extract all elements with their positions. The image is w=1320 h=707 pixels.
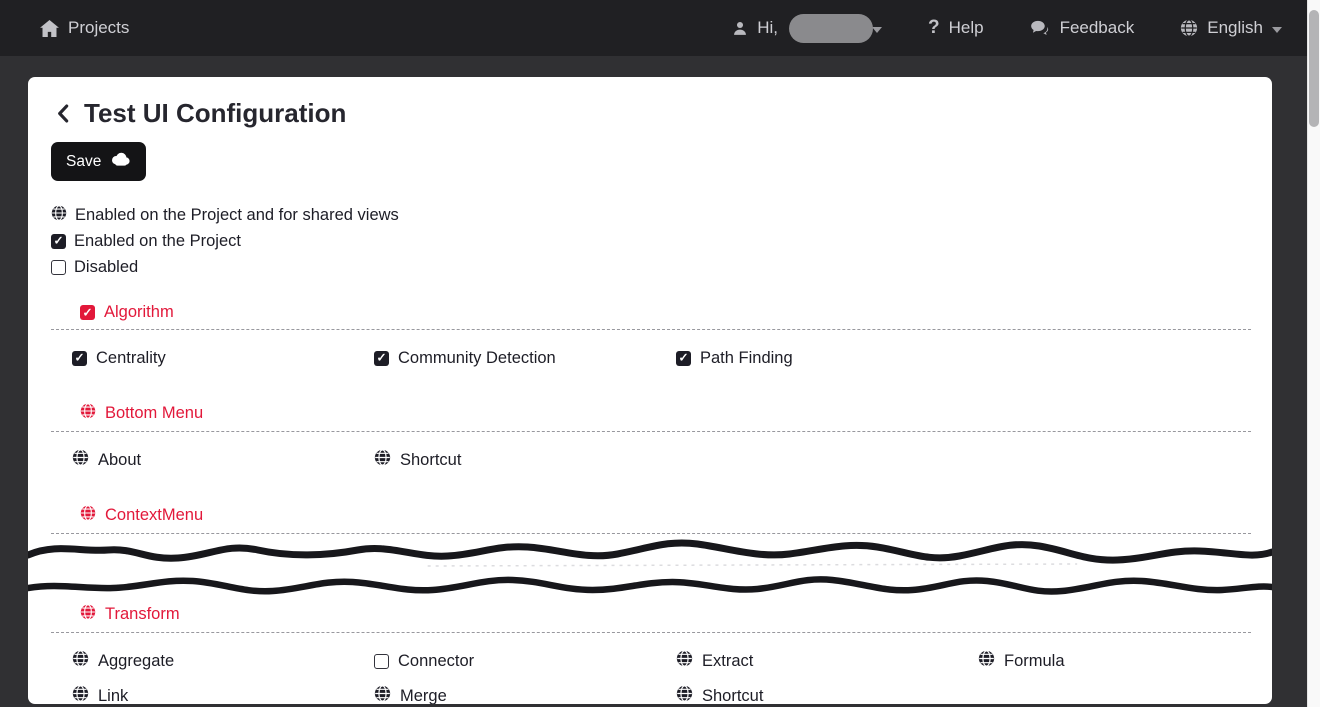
item-label: Community Detection — [398, 348, 556, 367]
item-aggregate[interactable]: Aggregate — [72, 650, 374, 672]
dashed-separator — [51, 431, 1251, 432]
section-items: About Shortcut — [28, 449, 1272, 471]
dashed-separator — [51, 632, 1251, 633]
section-title: Algorithm — [104, 303, 174, 321]
globe-icon[interactable] — [374, 685, 391, 704]
section-items: ✓ Centrality ✓ Community Detection ✓ Pat… — [28, 347, 1272, 369]
item-label: Extract — [702, 651, 754, 670]
nav-user-menu[interactable]: Hi, — [732, 13, 882, 43]
item-connector[interactable]: Connector — [374, 650, 676, 672]
user-icon — [732, 20, 748, 37]
section-transform: Transform Aggregate Connector — [28, 604, 1272, 704]
home-icon — [40, 19, 59, 37]
redacted-username — [788, 13, 873, 43]
cloud-icon — [110, 152, 131, 171]
globe-red-icon[interactable] — [80, 403, 96, 424]
question-mark-icon: ? — [927, 17, 940, 38]
globe-icon[interactable] — [374, 449, 391, 471]
legend-label: Disabled — [74, 257, 139, 276]
legend-label: Enabled on the Project and for shared vi… — [75, 205, 399, 224]
item-about[interactable]: About — [72, 449, 374, 471]
chevron-down-icon — [1272, 26, 1282, 33]
item-label: Formula — [1004, 651, 1065, 670]
sections-list: ✓ Algorithm ✓ Centrality ✓ Community Det… — [28, 303, 1272, 704]
section-header-bottom-menu[interactable]: Bottom Menu — [80, 403, 1272, 424]
back-button[interactable] — [54, 102, 75, 125]
dashed-separator — [51, 329, 1251, 330]
nav-feedback[interactable]: Feedback — [1030, 18, 1135, 38]
scrollbar-track[interactable] — [1307, 0, 1320, 707]
item-label: Aggregate — [98, 651, 175, 670]
globe-red-icon[interactable] — [80, 505, 96, 526]
legend-label: Enabled on the Project — [74, 231, 241, 250]
section-context-menu: ContextMenu — [28, 505, 1272, 534]
item-label: Shortcut — [400, 450, 462, 469]
chevron-down-icon — [871, 26, 882, 33]
legend-item-disabled: Disabled — [51, 254, 1272, 280]
item-shortcut-transform[interactable]: Shortcut — [676, 685, 978, 704]
globe-icon[interactable] — [72, 449, 89, 471]
item-merge[interactable]: Merge — [374, 685, 676, 704]
item-label: Link — [98, 686, 129, 705]
globe-red-icon[interactable] — [80, 604, 96, 625]
state-legend: Enabled on the Project and for shared vi… — [51, 202, 1272, 280]
section-title: Bottom Menu — [105, 404, 204, 422]
item-community-detection[interactable]: ✓ Community Detection — [374, 347, 676, 369]
nav-projects-label: Projects — [68, 18, 130, 37]
nav-language-label: English — [1207, 18, 1263, 37]
legend-item-shared: Enabled on the Project and for shared vi… — [51, 202, 1272, 228]
globe-icon[interactable] — [978, 650, 995, 672]
top-navbar: Projects Hi, ? Help Feedback English — [0, 0, 1320, 56]
item-label: Merge — [400, 686, 447, 705]
item-formula[interactable]: Formula — [978, 650, 1272, 672]
item-link[interactable]: Link — [72, 685, 374, 704]
checkbox-empty-icon — [51, 259, 66, 275]
item-label: Connector — [398, 651, 475, 670]
config-panel: Test UI Configuration Save Enabled on th… — [28, 77, 1272, 704]
save-button[interactable]: Save — [51, 142, 147, 181]
dashed-separator — [51, 533, 1251, 534]
item-centrality[interactable]: ✓ Centrality — [72, 347, 374, 369]
globe-icon[interactable] — [676, 685, 693, 704]
checkbox-empty-icon[interactable] — [374, 653, 389, 669]
section-title: Transform — [105, 605, 180, 623]
item-shortcut[interactable]: Shortcut — [374, 449, 676, 471]
nav-help[interactable]: ? Help — [928, 17, 984, 39]
globe-icon — [1180, 19, 1198, 37]
nav-help-label: Help — [948, 18, 984, 37]
section-items: Aggregate Connector Extract Formula — [28, 650, 1272, 704]
globe-icon — [51, 204, 67, 226]
globe-icon[interactable] — [72, 685, 89, 704]
item-path-finding[interactable]: ✓ Path Finding — [676, 347, 978, 369]
nav-feedback-label: Feedback — [1059, 18, 1135, 37]
page-title: Test UI Configuration — [84, 98, 347, 128]
save-button-label: Save — [66, 152, 102, 170]
content-omitted-squiggle — [28, 539, 1272, 595]
section-algorithm: ✓ Algorithm ✓ Centrality ✓ Community Det… — [28, 303, 1272, 369]
section-header-context-menu[interactable]: ContextMenu — [80, 505, 1272, 526]
checkbox-checked-red-icon[interactable]: ✓ — [80, 305, 95, 320]
nav-greeting-label: Hi, — [757, 18, 778, 37]
feedback-bubbles-icon — [1030, 20, 1051, 37]
section-header-transform[interactable]: Transform — [80, 604, 1272, 625]
nav-projects[interactable]: Projects — [40, 18, 129, 38]
item-label: Centrality — [96, 348, 166, 367]
item-label: Shortcut — [702, 686, 764, 705]
section-header-algorithm[interactable]: ✓ Algorithm — [80, 303, 1272, 322]
page-title-row: Test UI Configuration — [54, 98, 1272, 129]
globe-icon[interactable] — [72, 650, 89, 672]
nav-language[interactable]: English — [1180, 18, 1282, 38]
item-label: Path Finding — [700, 348, 793, 367]
legend-item-project: ✓ Enabled on the Project — [51, 228, 1272, 254]
checkbox-checked-icon[interactable]: ✓ — [676, 350, 691, 366]
globe-icon[interactable] — [676, 650, 693, 672]
item-label: About — [98, 450, 142, 469]
section-title: ContextMenu — [105, 506, 204, 524]
scrollbar-thumb[interactable] — [1309, 10, 1319, 127]
checkbox-checked-icon[interactable]: ✓ — [374, 350, 389, 366]
checkbox-checked-icon: ✓ — [51, 233, 66, 249]
checkbox-checked-icon[interactable]: ✓ — [72, 350, 87, 366]
item-extract[interactable]: Extract — [676, 650, 978, 672]
section-bottom-menu: Bottom Menu About Shortcut — [28, 403, 1272, 471]
